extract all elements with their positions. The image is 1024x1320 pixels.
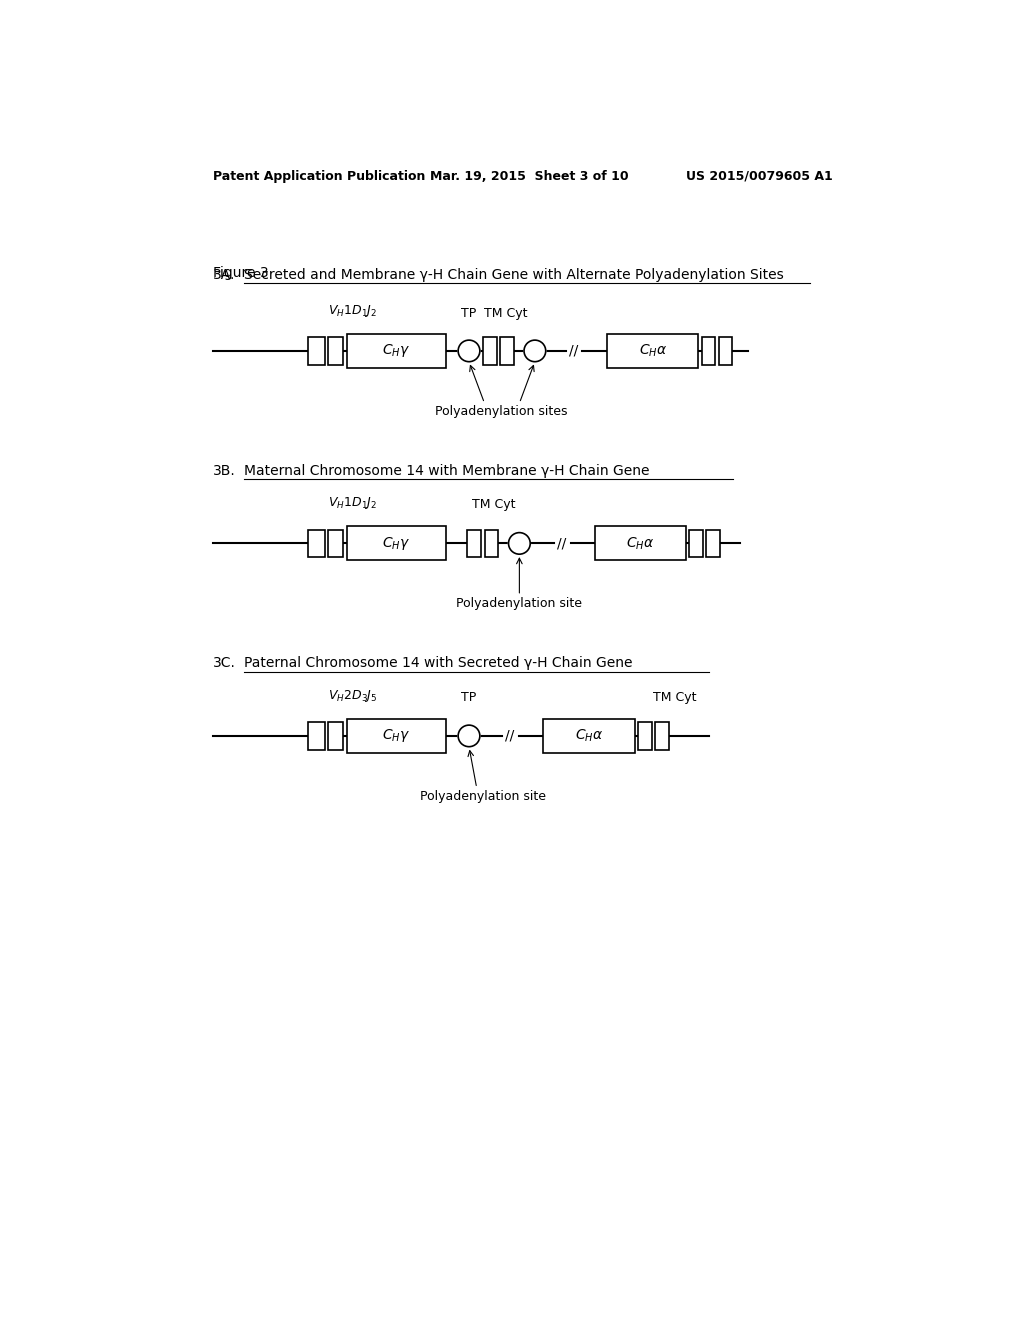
Text: $C_H\gamma$: $C_H\gamma$ [382, 535, 411, 552]
Bar [328, 337, 343, 364]
Circle shape [524, 341, 546, 362]
Bar [328, 722, 343, 750]
Text: Mar. 19, 2015  Sheet 3 of 10: Mar. 19, 2015 Sheet 3 of 10 [430, 170, 629, 183]
Bar [346, 334, 445, 368]
Bar [308, 722, 325, 750]
Text: TP: TP [462, 308, 476, 321]
Text: 3B.: 3B. [213, 463, 236, 478]
Circle shape [458, 341, 480, 362]
Bar [607, 334, 698, 368]
Bar [638, 722, 652, 750]
Bar [689, 529, 703, 557]
Text: //: // [569, 345, 579, 358]
Bar [655, 722, 669, 750]
Bar [595, 527, 686, 561]
Bar [308, 337, 325, 364]
Bar [346, 527, 445, 561]
Text: 3A.: 3A. [213, 268, 236, 281]
Circle shape [458, 725, 480, 747]
Text: 3C.: 3C. [213, 656, 237, 671]
Text: Secreted and Membrane γ-H Chain Gene with Alternate Polyadenylation Sites: Secreted and Membrane γ-H Chain Gene wit… [245, 268, 784, 281]
Bar [707, 529, 720, 557]
Text: $C_H\gamma$: $C_H\gamma$ [382, 342, 411, 359]
Bar [544, 719, 635, 752]
Bar [483, 337, 497, 364]
Bar [328, 529, 343, 557]
Text: Paternal Chromosome 14 with Secreted γ-H Chain Gene: Paternal Chromosome 14 with Secreted γ-H… [245, 656, 633, 671]
Bar [346, 719, 445, 752]
Text: TM Cyt: TM Cyt [484, 308, 528, 321]
Text: Figure 3: Figure 3 [213, 267, 269, 280]
Text: //: // [505, 729, 514, 743]
Text: TM Cyt: TM Cyt [472, 498, 515, 511]
Text: Maternal Chromosome 14 with Membrane γ-H Chain Gene: Maternal Chromosome 14 with Membrane γ-H… [245, 463, 650, 478]
Text: Polyadenylation site: Polyadenylation site [420, 789, 546, 803]
Bar [467, 529, 481, 557]
Text: Patent Application Publication: Patent Application Publication [213, 170, 426, 183]
Text: $V_H1D_1J_2$: $V_H1D_1J_2$ [328, 495, 378, 511]
Text: $C_H\gamma$: $C_H\gamma$ [382, 727, 411, 744]
Bar [500, 337, 514, 364]
Bar [308, 529, 325, 557]
Text: TM Cyt: TM Cyt [652, 690, 696, 704]
Bar [719, 337, 732, 364]
Text: //: // [557, 536, 566, 550]
Text: $V_H1D_1J_2$: $V_H1D_1J_2$ [328, 302, 378, 318]
Circle shape [509, 533, 530, 554]
Text: Polyadenylation sites: Polyadenylation sites [435, 405, 567, 418]
Text: $C_H\alpha$: $C_H\alpha$ [639, 343, 667, 359]
Text: $V_H2D_3J_5$: $V_H2D_3J_5$ [328, 688, 378, 704]
Text: TP: TP [462, 690, 476, 704]
Bar [701, 337, 716, 364]
Text: US 2015/0079605 A1: US 2015/0079605 A1 [686, 170, 833, 183]
Bar [484, 529, 499, 557]
Text: $C_H\alpha$: $C_H\alpha$ [626, 535, 654, 552]
Text: $C_H\alpha$: $C_H\alpha$ [574, 727, 603, 744]
Text: Polyadenylation site: Polyadenylation site [457, 598, 583, 610]
